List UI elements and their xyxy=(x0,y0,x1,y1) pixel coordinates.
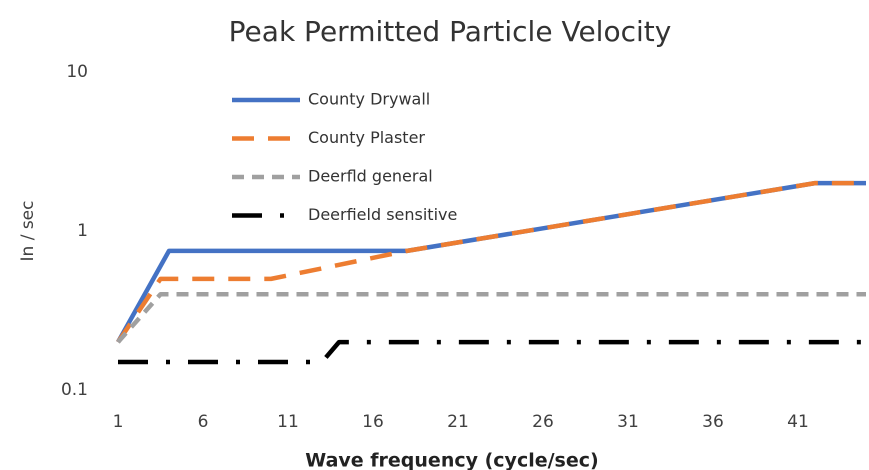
x-tick-label: 11 xyxy=(277,412,299,432)
y-tick-label: 0.1 xyxy=(61,380,88,400)
y-tick-label: 10 xyxy=(66,62,88,82)
x-tick-label: 21 xyxy=(447,412,469,432)
x-tick-label: 1 xyxy=(113,412,124,432)
legend-label: County Plaster xyxy=(308,128,425,147)
series-line xyxy=(116,180,866,344)
legend-label: Deerfld general xyxy=(308,167,433,186)
legend-label: Deerfield sensitive xyxy=(308,205,457,224)
y-axis-label: In / sec xyxy=(18,201,38,262)
x-tick-label: 31 xyxy=(617,412,639,432)
series-line xyxy=(118,339,866,365)
series-line xyxy=(116,292,866,344)
y-tick-label: 1 xyxy=(77,221,88,241)
series-line xyxy=(116,180,866,344)
x-tick-label: 36 xyxy=(702,412,724,432)
x-tick-label: 26 xyxy=(532,412,554,432)
legend-label: County Drywall xyxy=(308,90,430,109)
x-tick-label: 6 xyxy=(198,412,209,432)
x-tick-label: 41 xyxy=(787,412,809,432)
x-axis-label: Wave frequency (cycle/sec) xyxy=(305,450,598,470)
chart-title: Peak Permitted Particle Velocity xyxy=(229,15,672,48)
x-tick-label: 16 xyxy=(362,412,384,432)
